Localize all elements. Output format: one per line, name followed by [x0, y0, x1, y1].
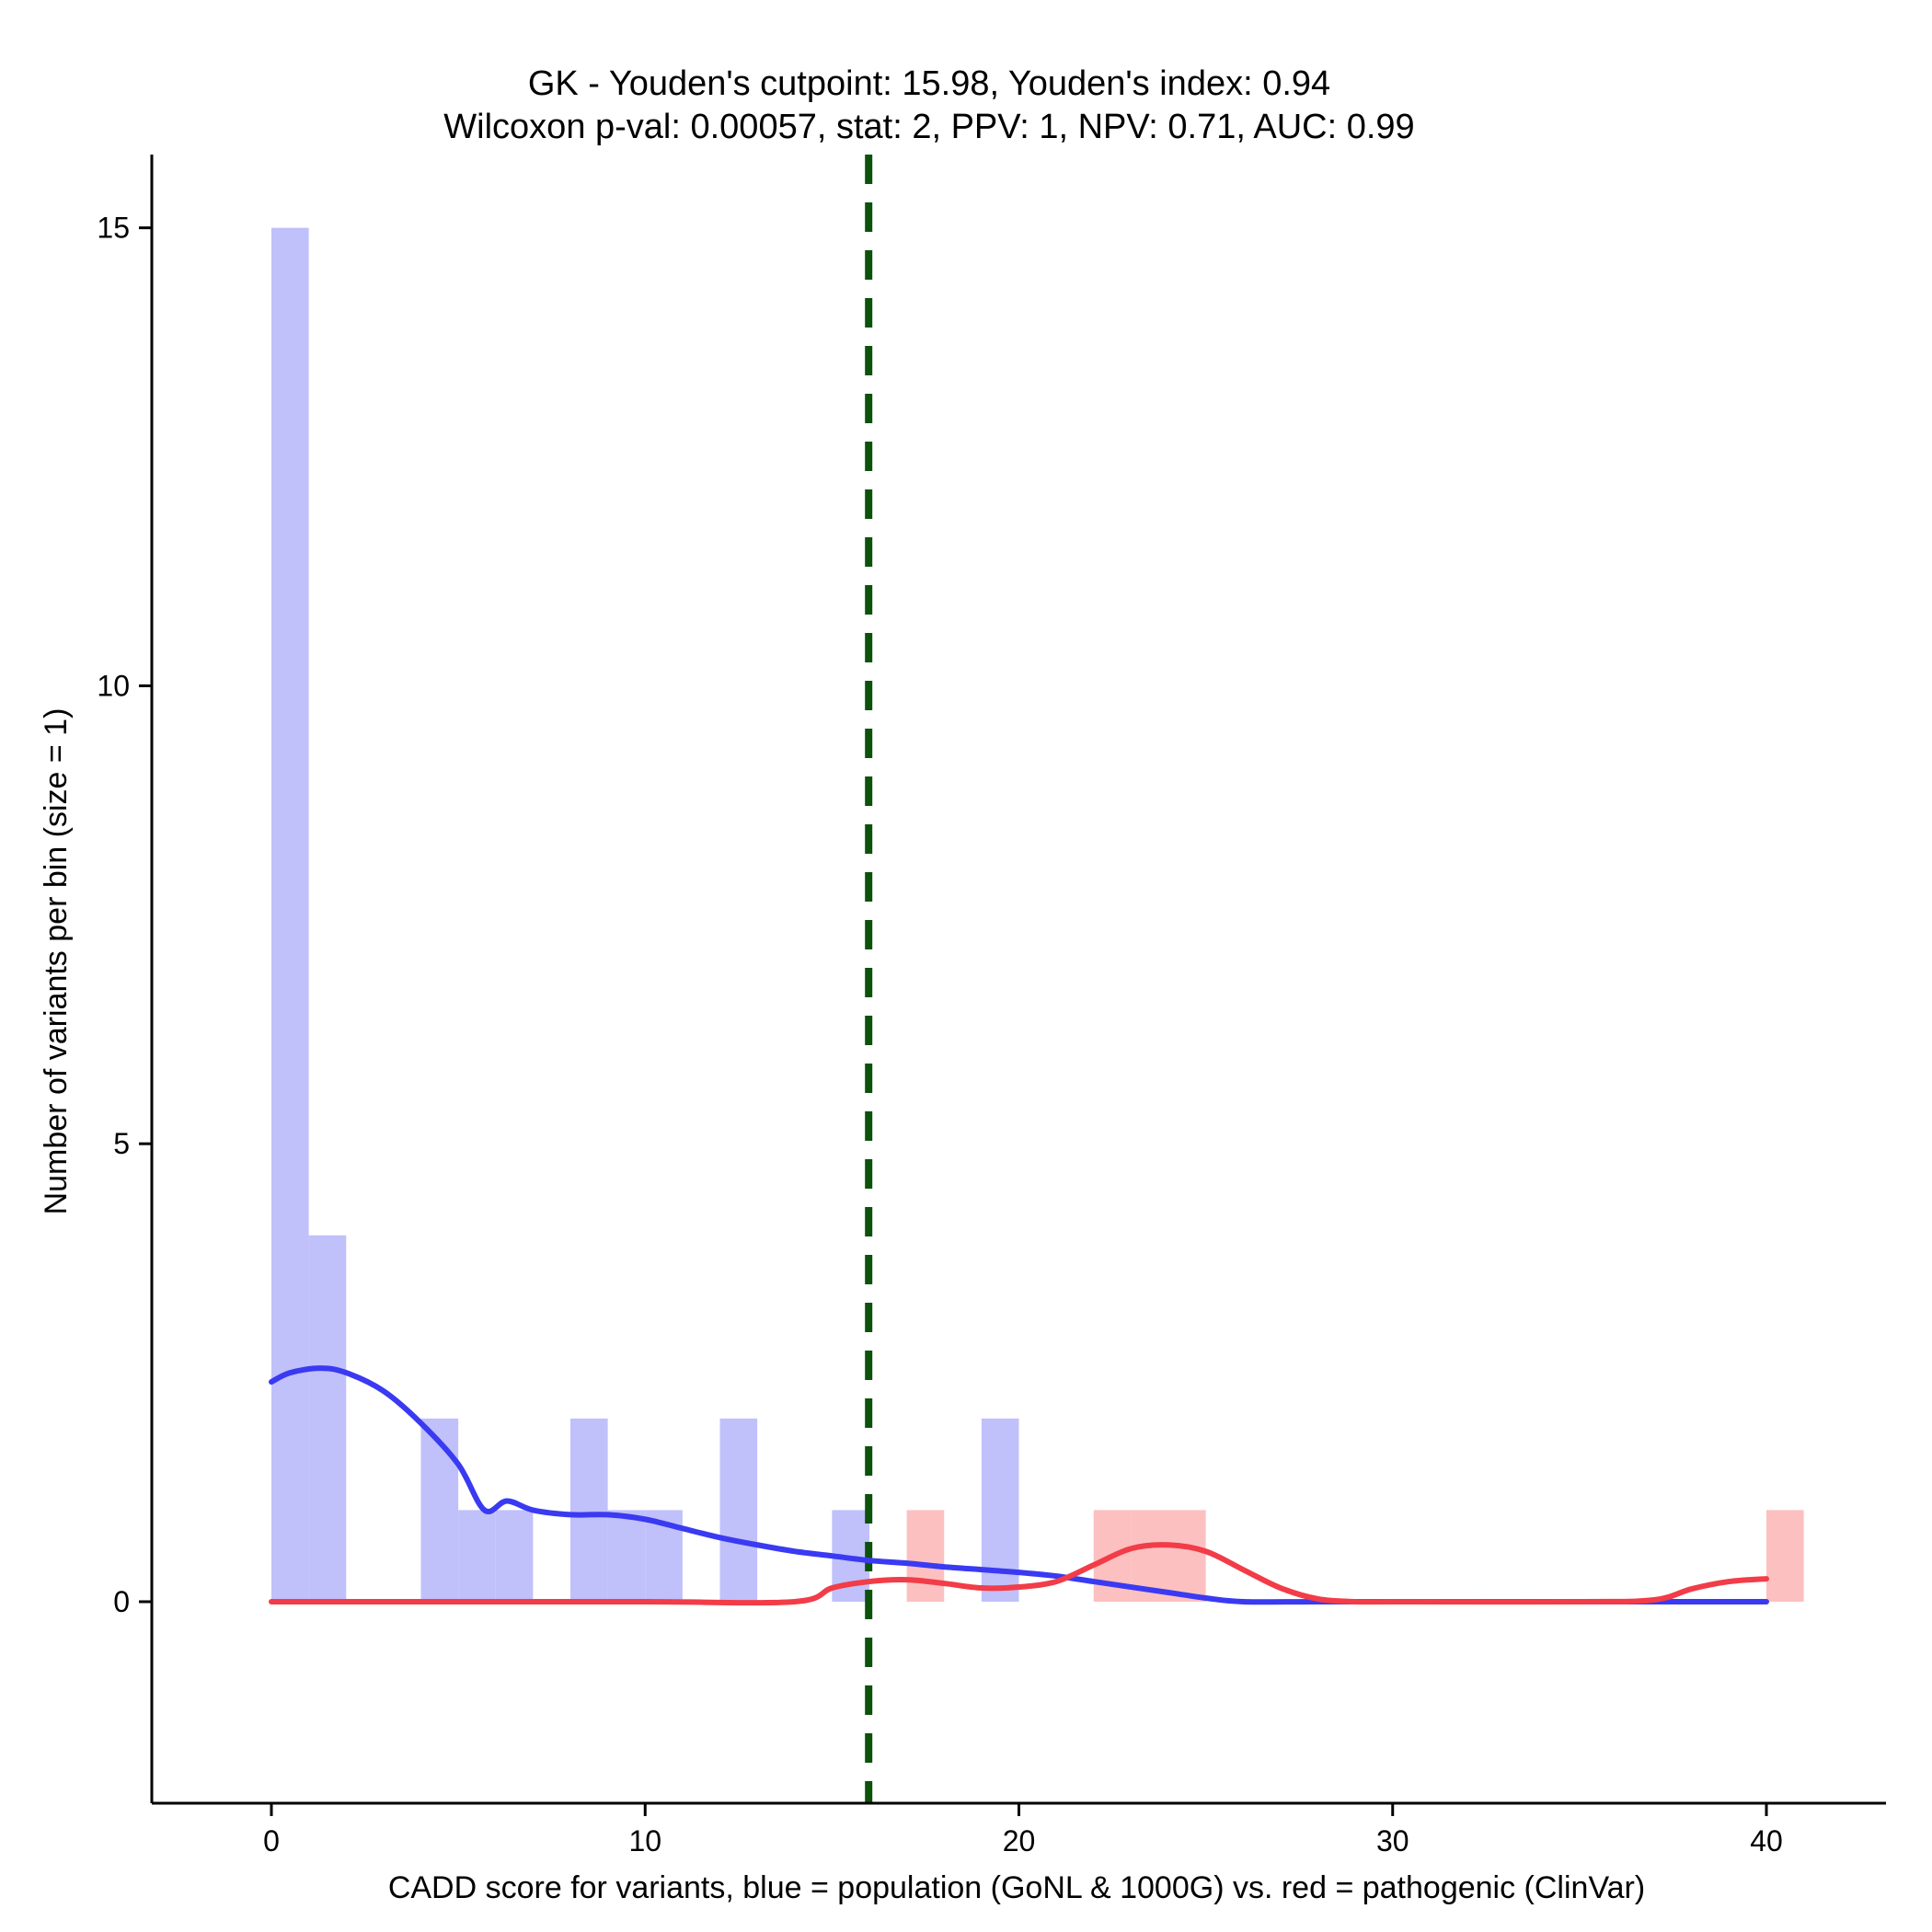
y-axis-label: Number of variants per bin (size = 1): [39, 708, 74, 1215]
chart-title-line2: Wilcoxon p-val: 0.00057, stat: 2, PPV: 1…: [443, 108, 1414, 146]
population-bar: [271, 227, 309, 1602]
y-tick-label: 15: [97, 212, 130, 245]
x-axis-label: CADD score for variants, blue = populati…: [388, 1870, 1645, 1905]
pathogenic-bar: [1168, 1510, 1206, 1602]
axes: 0 10 20 30 40 0 5 10 15: [97, 155, 1886, 1857]
x-tick-label: 0: [263, 1824, 280, 1857]
y-tick-label: 10: [97, 669, 130, 702]
histogram-bars: [271, 227, 1804, 1602]
population-bar: [495, 1510, 534, 1602]
y-tick-label: 0: [113, 1585, 130, 1618]
population-bar: [420, 1418, 459, 1602]
x-tick-label: 20: [1003, 1824, 1036, 1857]
population-bar: [458, 1510, 496, 1602]
density-lines: [269, 155, 1769, 1803]
chart-title-line1: GK - Youden's cutpoint: 15.98, Youden's …: [528, 64, 1330, 103]
x-tick-label: 30: [1376, 1824, 1409, 1857]
population-bar: [308, 1235, 347, 1602]
pathogenic-bar: [1766, 1510, 1804, 1602]
pathogenic-density-line: [269, 1542, 1769, 1606]
y-tick-label: 5: [113, 1127, 130, 1160]
x-tick-label: 10: [628, 1824, 661, 1857]
x-tick-label: 40: [1750, 1824, 1783, 1857]
population-density-line: [269, 1365, 1769, 1605]
population-bar: [570, 1418, 608, 1602]
population-bar: [607, 1510, 646, 1602]
pathogenic-bar: [906, 1510, 945, 1602]
population-bar: [719, 1418, 758, 1602]
